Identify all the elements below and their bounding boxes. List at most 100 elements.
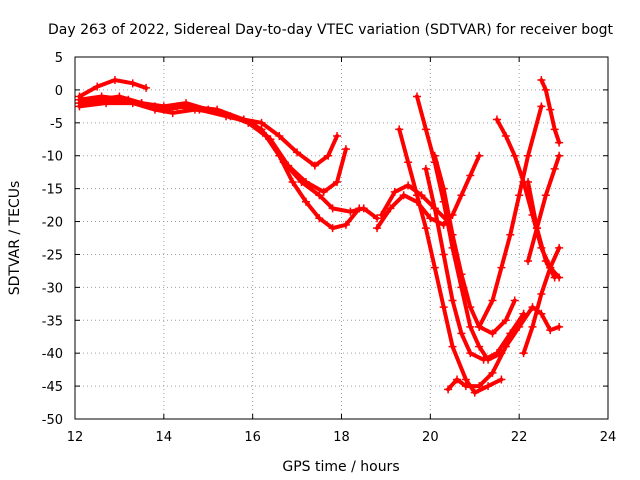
series-point-prn-e-4	[182, 102, 191, 111]
series-point-prn-j-2	[439, 250, 448, 259]
series-point-prn-c-12	[333, 178, 342, 187]
series-point-prn-p-3	[550, 273, 559, 282]
series-point-prn-f-0	[373, 224, 382, 233]
series-point-prn-l-0	[475, 322, 484, 331]
series-point-prn-e-6	[239, 115, 248, 124]
y-tick-label-3: -10	[42, 150, 63, 165]
series-point-prn-l-5	[524, 151, 533, 160]
series-point-prn-d-15	[373, 214, 382, 223]
x-tick-label-3: 18	[333, 430, 350, 445]
series-point-prn-k-7	[501, 316, 510, 325]
series-line-prn-a	[77, 78, 149, 99]
series-point-prn-g-1	[390, 187, 399, 196]
series-layer	[75, 76, 564, 397]
series-point-prn-h-3	[421, 224, 430, 233]
series-prn-r	[537, 76, 564, 147]
series-point-prn-a-2	[110, 76, 119, 85]
chart-title: Day 263 of 2022, Sidereal Day-to-day VTE…	[48, 22, 614, 38]
series-point-prn-e-13	[341, 220, 350, 229]
y-tick-label-4: -15	[42, 183, 63, 198]
series-point-prn-e-3	[159, 105, 168, 114]
x-tick-label-2: 16	[244, 430, 261, 445]
series-point-prn-j-7	[492, 349, 501, 358]
series-line-prn-i	[415, 94, 504, 362]
series-point-prn-e-8	[275, 151, 284, 160]
series-point-prn-c-11	[319, 187, 328, 196]
series-point-prn-i-7	[475, 342, 484, 351]
series-prn-p	[524, 178, 559, 282]
series-point-prn-f-7	[457, 191, 466, 200]
series-point-prn-d-10	[297, 178, 306, 187]
series-point-prn-l-1	[488, 296, 497, 305]
series-point-prn-o-1	[528, 322, 537, 331]
series-point-prn-b-10	[275, 131, 284, 140]
series-point-prn-e-5	[213, 105, 222, 114]
series-line-prn-o	[521, 245, 562, 356]
series-point-prn-k-1	[439, 184, 448, 193]
x-tick-label-0: 12	[67, 430, 84, 445]
series-point-prn-e-1	[110, 95, 119, 104]
y-tick-label-8: -35	[42, 314, 63, 329]
series-point-prn-j-3	[448, 296, 457, 305]
series-prn-f	[373, 151, 484, 233]
series-point-prn-e-11	[315, 214, 324, 223]
series-point-prn-r-0	[537, 76, 546, 85]
series-point-prn-h-2	[413, 191, 422, 200]
series-point-prn-n-2	[510, 151, 519, 160]
series-point-prn-h-8	[470, 388, 479, 397]
series-point-prn-m-3	[475, 382, 484, 391]
series-line-prn-d	[77, 101, 380, 221]
series-point-prn-d-12	[328, 204, 337, 213]
series-prn-q	[524, 151, 564, 266]
series-point-prn-r-2	[546, 105, 555, 114]
series-point-prn-i-6	[466, 322, 475, 331]
series-point-prn-d-11	[315, 191, 324, 200]
series-point-prn-k-2	[448, 230, 457, 239]
series-point-prn-e-12	[328, 224, 337, 233]
y-tick-label-5: -20	[42, 216, 63, 231]
series-point-prn-e-0	[84, 99, 93, 108]
series-point-prn-d-0	[75, 102, 84, 111]
series-point-prn-j-1	[430, 204, 439, 213]
series-point-prn-e-7	[257, 125, 266, 134]
series-point-prn-a-4	[142, 83, 151, 92]
series-point-prn-h-9	[484, 382, 493, 391]
series-point-prn-m-9	[546, 326, 555, 335]
series-point-prn-m-1	[452, 375, 461, 384]
series-prn-k	[430, 151, 519, 338]
y-tick-label-7: -30	[42, 281, 63, 296]
series-point-prn-h-6	[448, 342, 457, 351]
series-point-prn-f-4	[426, 214, 435, 223]
series-line-prn-h	[397, 127, 504, 395]
y-tick-label-1: 0	[55, 84, 63, 99]
series-point-prn-a-1	[93, 82, 102, 91]
series-point-prn-b-14	[333, 131, 342, 140]
series-point-prn-m-4	[488, 368, 497, 377]
series-point-prn-e-2	[137, 99, 146, 108]
series-point-prn-g-0	[377, 210, 386, 219]
series-point-prn-j-4	[457, 329, 466, 338]
series-point-prn-g-2	[404, 181, 413, 190]
series-point-prn-q-1	[532, 224, 541, 233]
series-point-prn-f-2	[399, 191, 408, 200]
series-prn-m	[444, 303, 564, 394]
series-point-prn-k-0	[430, 151, 439, 160]
series-point-prn-m-2	[461, 382, 470, 391]
series-point-prn-h-5	[439, 303, 448, 312]
series-point-prn-m-0	[444, 385, 453, 394]
series-point-prn-i-0	[413, 92, 422, 101]
series-point-prn-n-1	[501, 131, 510, 140]
series-point-prn-k-6	[488, 329, 497, 338]
axis-ticks: 12 14 16 18 20 22 24 5 0 -5 -10 -15 -20 -25 -30 -35 -40 -…	[42, 51, 617, 445]
series-point-prn-h-1	[404, 158, 413, 167]
series-point-prn-h-10	[497, 375, 506, 384]
series-point-prn-o-2	[537, 289, 546, 298]
series-point-prn-j-0	[421, 164, 430, 173]
series-point-prn-q-0	[524, 257, 533, 266]
series-point-prn-j-6	[479, 355, 488, 364]
series-point-prn-e-10	[301, 197, 310, 206]
series-prn-l	[475, 102, 546, 331]
series-point-prn-p-2	[541, 257, 550, 266]
series-point-prn-a-3	[128, 79, 137, 88]
series-prn-e	[84, 95, 364, 233]
